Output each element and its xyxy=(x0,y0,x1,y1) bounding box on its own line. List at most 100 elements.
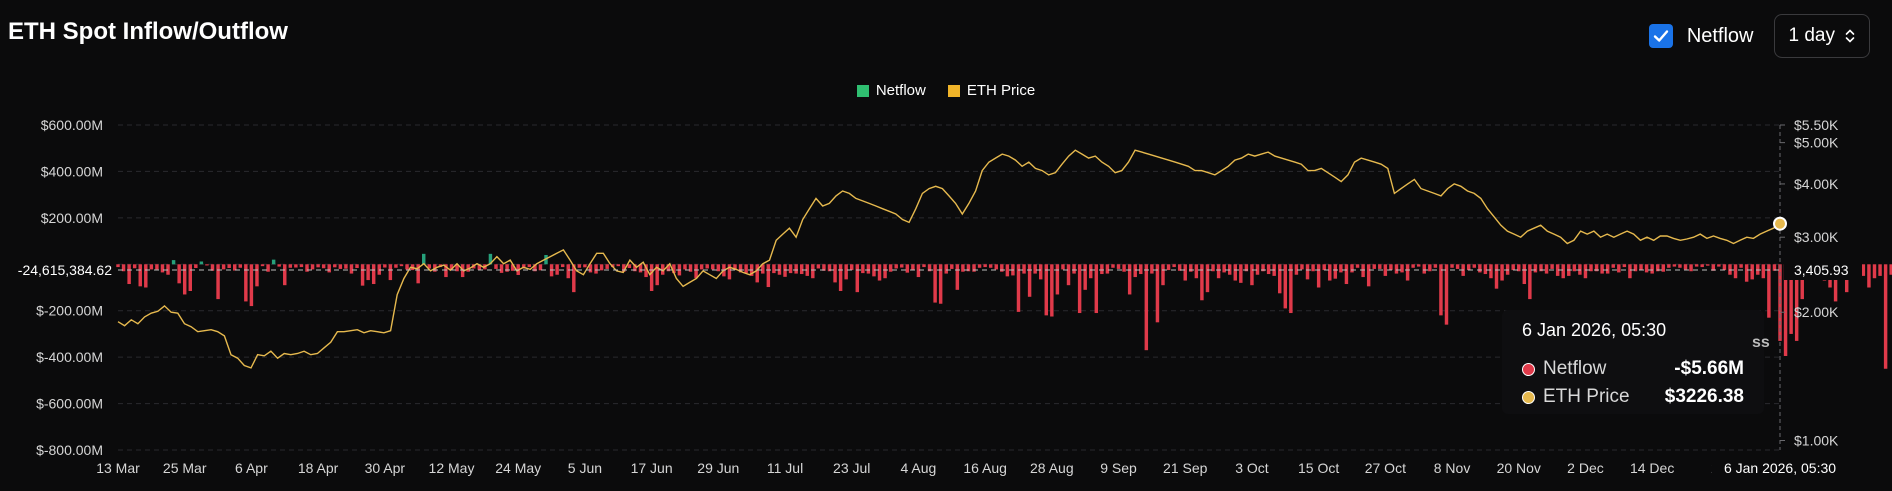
y-right-tick-label: $2.00K xyxy=(1794,304,1839,320)
netflow-bar xyxy=(1416,264,1421,267)
x-tick-label: 13 Mar xyxy=(96,460,140,476)
netflow-bar xyxy=(321,264,326,269)
tooltip-row-eth-price: ETH Price $3226.38 xyxy=(1522,386,1744,408)
netflow-bar xyxy=(1833,264,1838,302)
netflow-bar xyxy=(850,264,854,271)
netflow-bar xyxy=(127,264,131,285)
netflow-bar xyxy=(1166,264,1171,271)
netflow-bar xyxy=(727,264,732,280)
netflow-bar xyxy=(1706,264,1710,266)
netflow-bar xyxy=(1289,264,1293,314)
netflow-bar xyxy=(355,264,359,268)
truncated-text-fragment: ss xyxy=(1752,334,1770,351)
netflow-bar xyxy=(1661,264,1665,272)
netflow-bar xyxy=(755,264,759,283)
netflow-bar xyxy=(1344,264,1349,285)
x-tick-label: 20 Nov xyxy=(1497,460,1541,476)
netflow-bar xyxy=(538,264,543,271)
netflow-bar xyxy=(1517,264,1521,272)
netflow-bar xyxy=(711,264,715,270)
x-tick-label: 30 Apr xyxy=(365,460,406,476)
netflow-bar xyxy=(260,264,265,267)
y-right-tick-label: $3.00K xyxy=(1794,229,1839,245)
netflow-bar xyxy=(838,264,843,291)
netflow-bar xyxy=(138,264,142,287)
netflow-bar xyxy=(772,264,776,274)
netflow-toggle[interactable]: Netflow xyxy=(1648,24,1754,48)
netflow-bar xyxy=(1222,264,1226,273)
netflow-bar xyxy=(316,264,320,268)
netflow-bar xyxy=(1177,264,1182,271)
netflow-bar xyxy=(972,264,976,272)
netflow-bar xyxy=(1322,264,1326,271)
netflow-bar xyxy=(811,264,815,279)
netflow-bar xyxy=(1400,264,1404,273)
chevron-up-down-icon xyxy=(1845,29,1855,43)
netflow-bar xyxy=(1600,264,1604,274)
netflow-bar xyxy=(738,264,743,273)
netflow-bar xyxy=(116,264,120,268)
netflow-bar xyxy=(466,264,470,272)
netflow-bar xyxy=(855,264,860,293)
netflow-bar xyxy=(1005,264,1010,277)
netflow-bar xyxy=(1255,264,1260,275)
page-title: ETH Spot Inflow/Outflow xyxy=(8,18,288,45)
netflow-bar xyxy=(988,264,993,268)
netflow-bar xyxy=(1239,264,1243,283)
netflow-bar xyxy=(1572,264,1577,272)
netflow-bar xyxy=(1105,264,1110,274)
crosshair-x-label: 6 Jan 2026, 05:30 xyxy=(1724,460,1836,476)
netflow-bar xyxy=(416,264,420,284)
netflow-bar xyxy=(938,264,943,304)
netflow-bar xyxy=(1722,264,1727,271)
netflow-bar xyxy=(366,264,370,281)
netflow-bar xyxy=(883,264,887,279)
netflow-bar xyxy=(216,264,220,300)
netflow-bar xyxy=(1100,264,1104,275)
netflow-bar xyxy=(1050,264,1054,317)
netflow-bar xyxy=(1867,264,1871,288)
netflow-bar xyxy=(1000,264,1004,272)
legend-item-eth-price[interactable]: ETH Price xyxy=(947,82,1035,99)
crosshair: -24,615,384.62 3,405.93 6 Jan 2026, 05:30 xyxy=(8,216,1862,480)
netflow-bar xyxy=(1189,264,1193,272)
netflow-bar xyxy=(1689,264,1693,272)
netflow-bar xyxy=(599,264,604,271)
netflow-bar xyxy=(1772,264,1777,271)
netflow-bar xyxy=(1494,264,1499,289)
netflow-bar xyxy=(371,264,376,285)
netflow-bar xyxy=(488,253,493,265)
netflow-bar xyxy=(983,264,987,268)
netflow-bar xyxy=(1233,264,1237,281)
netflow-bar xyxy=(1044,264,1048,316)
crosshair-right-label-bg xyxy=(1784,257,1862,280)
netflow-bar xyxy=(1789,264,1793,334)
netflow-bar xyxy=(1711,264,1716,271)
netflow-bar xyxy=(1533,264,1538,273)
netflow-bar xyxy=(861,264,865,274)
netflow-bar xyxy=(805,264,809,276)
netflow-bar xyxy=(1444,264,1449,325)
y-left-tick-label: $-200.00M xyxy=(36,303,103,319)
netflow-bar xyxy=(294,264,298,268)
netflow-bar xyxy=(338,264,343,269)
netflow-bar xyxy=(683,264,687,270)
netflow-bar xyxy=(194,264,198,268)
y-right-tick-label: $5.00K xyxy=(1794,135,1839,151)
crosshair-price-marker xyxy=(1773,216,1787,231)
netflow-bar xyxy=(744,264,748,274)
netflow-checkbox[interactable] xyxy=(1648,24,1673,48)
netflow-bar xyxy=(422,253,426,265)
netflow-bar xyxy=(966,264,971,272)
netflow-bar xyxy=(694,264,698,279)
netflow-bar xyxy=(900,264,904,268)
netflow-bar xyxy=(132,264,137,269)
interval-select[interactable]: 1 day xyxy=(1773,14,1870,58)
netflow-bar xyxy=(1200,264,1204,301)
netflow-bar xyxy=(327,264,331,273)
legend-swatch-eth-price xyxy=(947,84,960,97)
legend-item-netflow[interactable]: Netflow xyxy=(856,82,926,99)
eth-price-line xyxy=(117,149,1781,369)
netflow-bar xyxy=(649,264,654,291)
